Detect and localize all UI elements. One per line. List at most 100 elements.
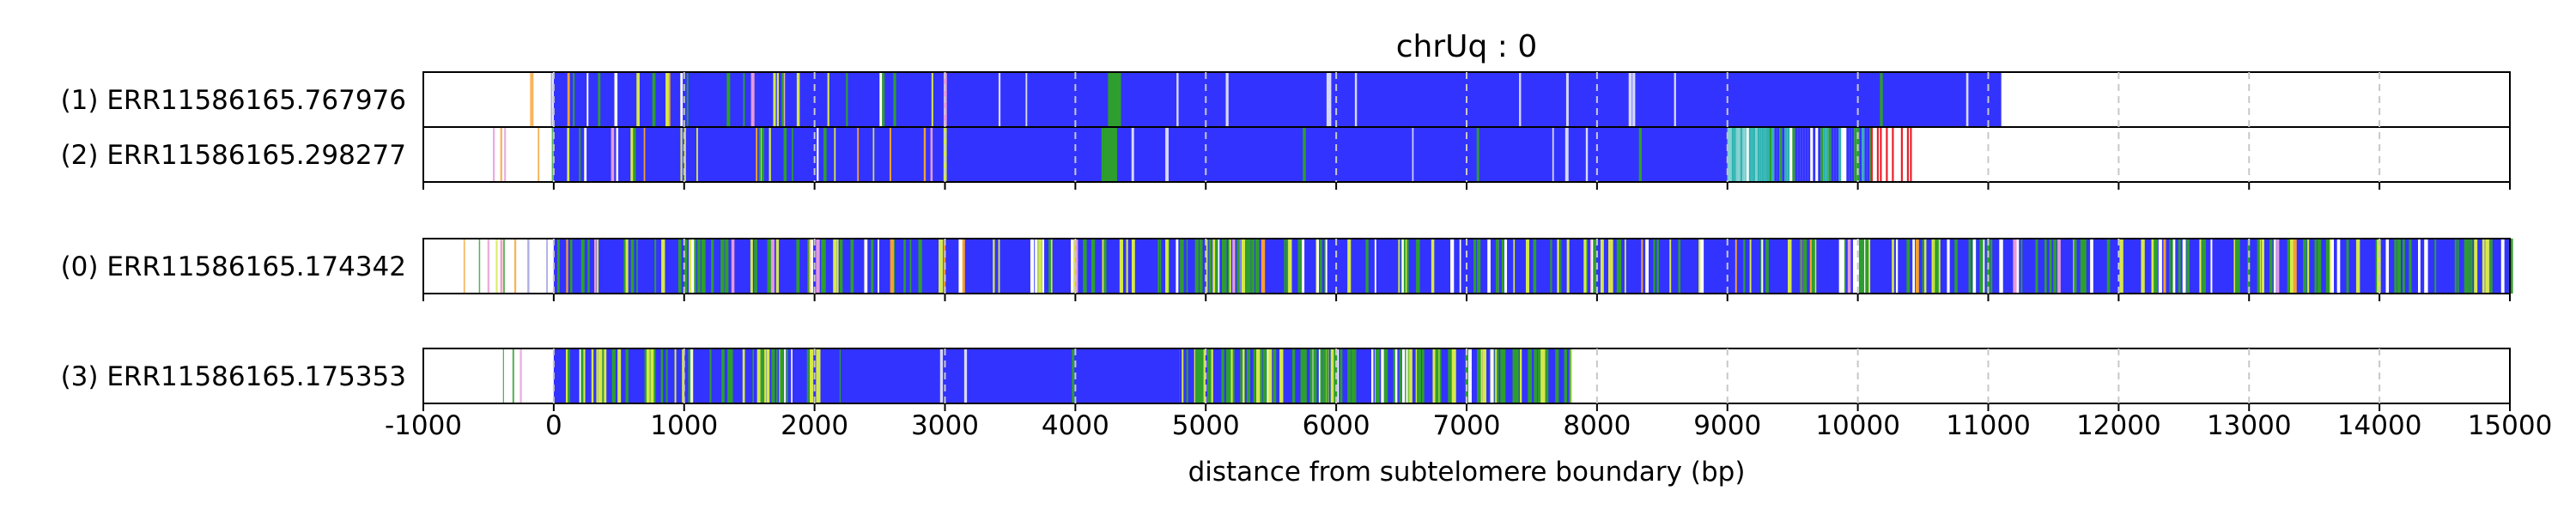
track-variant xyxy=(1399,348,1401,403)
track-variant xyxy=(690,348,693,403)
track-variant xyxy=(840,348,841,403)
track-variant xyxy=(1229,239,1231,294)
track-variant xyxy=(2199,239,2202,294)
track-variant xyxy=(1566,239,1570,294)
track-variant xyxy=(871,239,874,294)
track-variant xyxy=(1818,127,1821,182)
track-variant xyxy=(1886,127,1888,182)
track-variant xyxy=(551,127,554,182)
track-variant xyxy=(1415,348,1418,403)
track-variant xyxy=(1194,239,1199,294)
track-variant xyxy=(1844,239,1846,294)
track-variant xyxy=(872,127,875,182)
track-variant xyxy=(584,127,587,182)
track-variant xyxy=(2409,239,2412,294)
track-variant xyxy=(1268,348,1273,403)
track-variant xyxy=(1500,348,1504,403)
track-variant xyxy=(1354,348,1357,403)
track-variant xyxy=(693,239,696,294)
track-variant xyxy=(1225,348,1229,403)
track-variant xyxy=(1828,127,1832,182)
track-variant xyxy=(1230,348,1233,403)
track-variant xyxy=(1674,72,1676,127)
track-variant xyxy=(1564,127,1569,182)
track-variant xyxy=(1895,239,1899,294)
track-variant xyxy=(720,239,725,294)
track-variant xyxy=(998,72,1001,127)
track-variant xyxy=(1232,239,1236,294)
track-variant xyxy=(1789,127,1793,182)
track-variant xyxy=(2330,239,2335,294)
track-variant xyxy=(1302,239,1305,294)
track-variant xyxy=(1255,348,1260,403)
track-variant xyxy=(2434,239,2437,294)
track-variant xyxy=(1811,239,1815,294)
track-variant xyxy=(2276,239,2280,294)
track-variant xyxy=(731,239,735,294)
x-tick-label: 2000 xyxy=(781,410,848,441)
track-variant xyxy=(2074,239,2077,294)
x-tick-label: 9000 xyxy=(1693,410,1761,441)
track-variant xyxy=(1336,348,1340,403)
track-variant xyxy=(573,72,575,127)
track-variant xyxy=(1448,348,1449,403)
track-variant xyxy=(2049,239,2052,294)
track-variant xyxy=(1261,239,1266,294)
track-variant xyxy=(1467,348,1472,403)
track-variant xyxy=(1863,239,1866,294)
track-variant xyxy=(550,72,553,127)
track-variant xyxy=(1742,127,1745,182)
track-variant xyxy=(817,127,819,182)
track-variant xyxy=(1550,239,1552,294)
track-variant xyxy=(1849,127,1852,182)
track-variant xyxy=(2403,239,2405,294)
track-variant xyxy=(809,348,814,403)
track-variant xyxy=(646,348,650,403)
track-variant xyxy=(2085,239,2087,294)
track-variant xyxy=(1222,239,1225,294)
track-variant xyxy=(1199,348,1201,403)
track-variant xyxy=(958,239,963,294)
track-variant xyxy=(923,127,927,182)
track-variant xyxy=(1203,348,1206,403)
track-variant xyxy=(1206,239,1208,294)
track-variant xyxy=(1831,127,1834,182)
track-variant xyxy=(1251,239,1255,294)
track-variant xyxy=(495,239,498,294)
track-variant xyxy=(1900,127,1904,182)
track-variant xyxy=(2210,239,2213,294)
track-variant xyxy=(1309,348,1313,403)
track-variant xyxy=(1453,348,1456,403)
track-variant xyxy=(1542,348,1546,403)
track-variant xyxy=(1591,239,1595,294)
track-variant xyxy=(1912,239,1916,294)
track-variant xyxy=(1325,239,1327,294)
track-variant xyxy=(623,239,627,294)
track-variant xyxy=(1759,127,1762,182)
track-variant xyxy=(758,127,762,182)
track-variant xyxy=(512,348,514,403)
track-variant xyxy=(1933,239,1935,294)
track-variant xyxy=(1487,239,1491,294)
track-variant xyxy=(1545,348,1549,403)
track-variant xyxy=(1284,239,1286,294)
track-variant xyxy=(1416,239,1420,294)
track-variant xyxy=(1495,239,1499,294)
track-variant xyxy=(754,239,757,294)
track-variant xyxy=(1856,127,1860,182)
track-variant xyxy=(1186,348,1188,403)
track-variant xyxy=(1838,127,1842,182)
track-variant xyxy=(1608,239,1611,294)
track-variant xyxy=(1807,127,1811,182)
track-variant xyxy=(2325,239,2330,294)
track-variant xyxy=(998,239,1000,294)
track-label: (2) ERR11586165.298277 xyxy=(61,140,406,171)
track-variant xyxy=(2186,239,2189,294)
track-variant xyxy=(1070,239,1074,294)
track-variant xyxy=(2466,239,2469,294)
track-label: (0) ERR11586165.174342 xyxy=(61,251,406,282)
track-variant xyxy=(1072,239,1076,294)
track-variant xyxy=(1826,127,1829,182)
track-segment xyxy=(1108,72,1121,127)
track-variant xyxy=(1795,127,1798,182)
